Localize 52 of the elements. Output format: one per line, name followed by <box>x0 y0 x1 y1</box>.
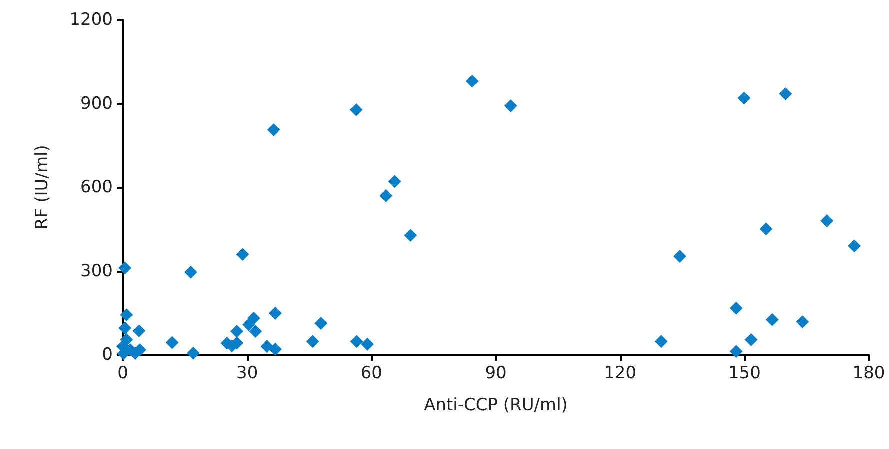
point <box>306 335 320 348</box>
point <box>166 336 179 350</box>
point <box>730 302 743 315</box>
point <box>132 324 146 338</box>
x-tick-label: 30 <box>236 364 258 384</box>
point <box>350 335 364 348</box>
y-axis-title: RF (IU/ml) <box>32 145 52 230</box>
x-tick-label: 120 <box>604 364 637 384</box>
point <box>738 92 751 105</box>
point <box>118 262 132 275</box>
point <box>242 318 256 332</box>
point <box>504 99 518 112</box>
point <box>654 335 668 348</box>
point <box>120 308 134 322</box>
y-tick-label: 0 <box>102 345 113 365</box>
y-tick-label: 300 <box>80 261 113 282</box>
y-tick-label: 900 <box>80 94 113 114</box>
point <box>230 325 244 338</box>
x-axis-title: Anti-CCP (RU/ml) <box>424 396 568 416</box>
point <box>796 316 810 329</box>
x-tick-label: 60 <box>360 364 382 384</box>
point <box>260 340 274 354</box>
point <box>236 248 250 261</box>
point <box>848 240 861 253</box>
point <box>118 322 132 335</box>
point <box>247 312 260 325</box>
point <box>184 266 198 279</box>
point <box>466 74 479 88</box>
point <box>267 123 280 136</box>
point <box>730 345 743 358</box>
point <box>350 103 363 116</box>
x-tick-label: 150 <box>728 364 761 384</box>
point <box>404 229 418 242</box>
point <box>779 87 792 100</box>
point <box>674 250 687 263</box>
x-tick-label: 180 <box>852 364 886 384</box>
point <box>820 214 834 228</box>
point <box>766 313 779 326</box>
point <box>269 306 282 320</box>
x-tick-label: 90 <box>485 364 507 384</box>
point <box>269 342 282 356</box>
point <box>314 316 328 330</box>
x-tick-label: 0 <box>118 364 128 384</box>
point <box>186 346 200 360</box>
y-tick-label: 1200 <box>70 10 113 30</box>
y-tick-label: 600 <box>80 178 113 198</box>
point <box>760 222 773 236</box>
point <box>380 189 393 202</box>
point <box>249 325 262 338</box>
point <box>361 338 374 351</box>
point <box>744 333 758 346</box>
point <box>388 175 402 188</box>
